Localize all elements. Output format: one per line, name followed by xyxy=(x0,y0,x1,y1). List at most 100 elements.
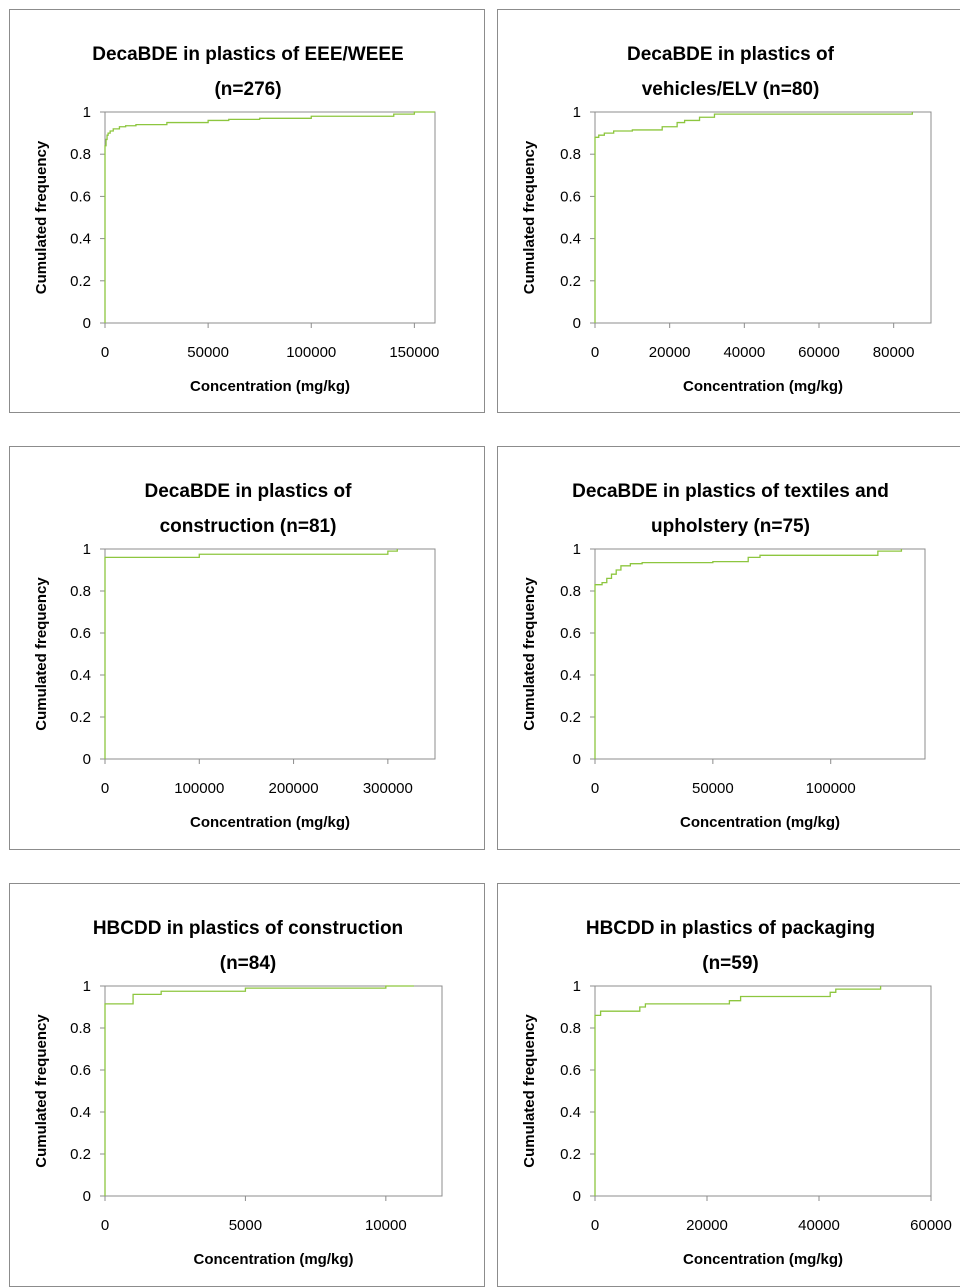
x-tick-label: 0 xyxy=(101,344,109,361)
x-tick-label: 0 xyxy=(101,780,109,797)
chart-panel-6: HBCDD in plastics of packaging (n=59) 0 0.2… xyxy=(497,883,960,1287)
chart-title-line: HBCDD in plastics of packaging xyxy=(586,918,875,939)
plot-area xyxy=(594,548,926,760)
plot-area xyxy=(104,548,436,760)
y-tick-label: 0.4 xyxy=(560,667,581,684)
y-tick-label: 0.6 xyxy=(560,625,581,642)
cdf-series-line xyxy=(594,549,903,759)
chart-title-line: DecaBDE in plastics of textiles and xyxy=(572,481,889,502)
x-tick-label: 50000 xyxy=(692,780,734,797)
plot-area xyxy=(104,111,436,324)
x-tick-label: 100000 xyxy=(806,780,856,797)
chart-title-line: DecaBDE in plastics of xyxy=(145,481,353,502)
x-tick-label: 40000 xyxy=(723,344,765,361)
chart-panel-5: HBCDD in plastics of construction (n=84) 0… xyxy=(9,883,485,1287)
y-tick-label: 0.4 xyxy=(560,1104,581,1121)
y-axis-label: Cumulated frequency xyxy=(521,577,538,731)
plot-area xyxy=(104,985,443,1197)
y-axis-label: Cumulated frequency xyxy=(33,577,50,731)
y-axis-label: Cumulated frequency xyxy=(521,1014,538,1168)
y-tick-label: 0.4 xyxy=(560,231,581,248)
x-tick-label: 200000 xyxy=(269,780,319,797)
x-tick-label: 0 xyxy=(591,1217,599,1234)
chart-svg: HBCDD in plastics of construction (n=84) 0… xyxy=(33,918,443,1268)
y-tick-label: 0.4 xyxy=(70,1104,91,1121)
y-tick-label: 0 xyxy=(573,751,581,768)
y-tick-label: 0.6 xyxy=(70,1062,91,1079)
x-tick-label: 80000 xyxy=(873,344,915,361)
x-axis-label: Concentration (mg/kg) xyxy=(190,378,350,395)
chart-svg: DecaBDE in plastics of construction (n=81… xyxy=(33,481,436,831)
x-axis-label: Concentration (mg/kg) xyxy=(190,814,350,831)
chart-title-line: (n=84) xyxy=(220,953,277,974)
y-tick-label: 0.6 xyxy=(560,188,581,205)
x-tick-label: 5000 xyxy=(229,1217,262,1234)
x-tick-label: 150000 xyxy=(389,344,439,361)
y-tick-label: 0.6 xyxy=(560,1062,581,1079)
x-axis-label: Concentration (mg/kg) xyxy=(194,1251,354,1268)
cdf-series-line xyxy=(594,986,882,1196)
y-tick-label: 0 xyxy=(573,315,581,332)
chart-panel-1: DecaBDE in plastics of EEE/WEEE (n=276) 0 0… xyxy=(9,9,485,413)
chart-svg: HBCDD in plastics of packaging (n=59) 0 0.2… xyxy=(521,918,952,1268)
x-tick-label: 0 xyxy=(591,780,599,797)
cdf-series-line xyxy=(104,549,398,759)
y-tick-label: 1 xyxy=(573,541,581,558)
x-axis-label: Concentration (mg/kg) xyxy=(680,814,840,831)
cdf-series-line xyxy=(104,111,435,323)
chart-title-line: (n=276) xyxy=(214,79,281,100)
y-tick-label: 0.4 xyxy=(70,667,91,684)
chart-panel-4: DecaBDE in plastics of textiles and uphol… xyxy=(497,446,960,850)
chart-title-line: upholstery (n=75) xyxy=(651,516,810,537)
y-tick-label: 0.8 xyxy=(560,1020,581,1037)
y-axis-label: Cumulated frequency xyxy=(33,1014,50,1168)
cdf-series-line xyxy=(104,985,414,1196)
x-tick-label: 60000 xyxy=(798,344,840,361)
y-tick-label: 1 xyxy=(83,541,91,558)
y-tick-label: 0.8 xyxy=(560,583,581,600)
cdf-series-line xyxy=(594,112,913,323)
y-tick-label: 1 xyxy=(573,104,581,121)
x-tick-label: 40000 xyxy=(798,1217,840,1234)
x-tick-label: 300000 xyxy=(363,780,413,797)
chart-title-line: (n=59) xyxy=(702,953,759,974)
x-axis-label: Concentration (mg/kg) xyxy=(683,378,843,395)
x-tick-label: 20000 xyxy=(649,344,691,361)
x-tick-label: 100000 xyxy=(286,344,336,361)
chart-title-line: vehicles/ELV (n=80) xyxy=(642,79,820,100)
y-tick-label: 0.8 xyxy=(70,583,91,600)
chart-title-line: DecaBDE in plastics of EEE/WEEE xyxy=(92,44,403,65)
y-axis-label: Cumulated frequency xyxy=(33,140,50,294)
chart-panel-3: DecaBDE in plastics of construction (n=81… xyxy=(9,446,485,850)
x-tick-label: 20000 xyxy=(686,1217,728,1234)
y-tick-label: 1 xyxy=(573,978,581,995)
y-tick-label: 0 xyxy=(83,751,91,768)
y-axis-label: Cumulated frequency xyxy=(521,140,538,294)
plot-area xyxy=(594,111,932,324)
y-tick-label: 0.2 xyxy=(560,709,581,726)
y-tick-label: 1 xyxy=(83,104,91,121)
y-tick-label: 0.2 xyxy=(70,709,91,726)
chart-svg: DecaBDE in plastics of textiles and uphol… xyxy=(521,481,926,831)
x-axis-label: Concentration (mg/kg) xyxy=(683,1251,843,1268)
x-tick-label: 60000 xyxy=(910,1217,952,1234)
chart-title-line: construction (n=81) xyxy=(160,516,337,537)
chart-panel-2: DecaBDE in plastics of vehicles/ELV (n=80… xyxy=(497,9,960,413)
y-tick-label: 0.6 xyxy=(70,188,91,205)
x-tick-label: 10000 xyxy=(365,1217,407,1234)
y-tick-label: 0.2 xyxy=(560,1146,581,1163)
chart-title-line: DecaBDE in plastics of xyxy=(627,44,835,65)
y-tick-label: 0 xyxy=(573,1188,581,1205)
y-tick-label: 0.2 xyxy=(560,273,581,290)
y-tick-label: 0 xyxy=(83,315,91,332)
chart-svg: DecaBDE in plastics of EEE/WEEE(n=276)00… xyxy=(33,44,439,395)
chart-title-line: HBCDD in plastics of construction xyxy=(93,918,403,939)
x-tick-label: 100000 xyxy=(174,780,224,797)
y-tick-label: 0.6 xyxy=(70,625,91,642)
y-tick-label: 0 xyxy=(83,1188,91,1205)
y-tick-label: 0.2 xyxy=(70,1146,91,1163)
y-tick-label: 0.4 xyxy=(70,231,91,248)
x-tick-label: 0 xyxy=(101,1217,109,1234)
x-tick-label: 0 xyxy=(591,344,599,361)
y-tick-label: 1 xyxy=(83,978,91,995)
